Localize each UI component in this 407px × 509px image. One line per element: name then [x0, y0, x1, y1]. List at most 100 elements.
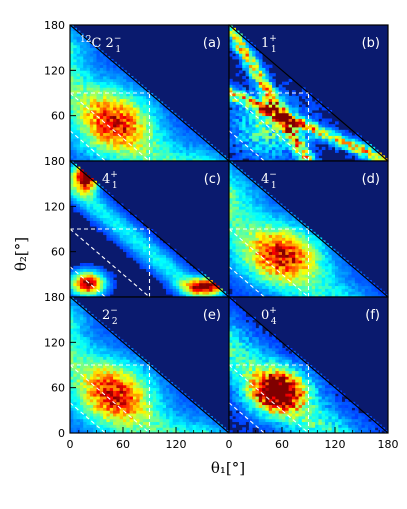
heatmap-bin [119, 348, 124, 352]
heatmap-bin [76, 64, 81, 68]
heatmap-bin [89, 370, 94, 374]
heatmap-bin [146, 95, 150, 100]
heatmap-bin [149, 234, 154, 238]
heatmap-bin [123, 98, 127, 102]
heatmap-bin [364, 288, 369, 292]
heatmap-bin [235, 172, 240, 176]
heatmap-bin [109, 282, 114, 287]
heatmap-bin [79, 42, 84, 46]
heatmap-bin [86, 50, 91, 54]
heatmap-bin [242, 197, 246, 202]
heatmap-bin [301, 104, 306, 108]
heatmap-bin [73, 353, 78, 357]
heatmap-bin [99, 294, 104, 297]
heatmap-bin [89, 189, 94, 193]
heatmap-bin [291, 265, 296, 270]
heatmap-bin [232, 251, 237, 255]
heatmap-bin [76, 121, 81, 125]
heatmap-bin [285, 282, 290, 287]
heatmap-bin [129, 427, 134, 431]
heatmap-bin [76, 336, 81, 340]
heatmap-bin [189, 129, 193, 134]
heatmap-bin [123, 427, 127, 431]
heatmap-bin [139, 254, 144, 258]
heatmap-bin [86, 214, 91, 219]
heatmap-bin [93, 345, 97, 349]
heatmap-bin [288, 243, 293, 247]
heatmap-bin [182, 271, 187, 275]
heatmap-bin [136, 98, 140, 102]
heatmap-bin [305, 121, 309, 125]
heatmap-bin [139, 263, 144, 267]
heatmap-bin [86, 129, 91, 134]
heatmap-bin [142, 98, 147, 102]
heatmap-bin [268, 197, 273, 202]
heatmap-bin [103, 271, 107, 275]
heatmap-bin [278, 84, 283, 88]
heatmap-bin [338, 138, 343, 142]
heatmap-bin [272, 93, 276, 97]
heatmap-bin [179, 121, 184, 125]
heatmap-bin [245, 257, 250, 261]
heatmap-bin [368, 294, 372, 297]
heatmap-bin [99, 277, 104, 281]
heatmap-bin [298, 115, 303, 119]
heatmap-bin [83, 158, 87, 161]
heatmap-bin [361, 144, 366, 148]
heatmap-bin [298, 112, 303, 117]
heatmap-bin [272, 158, 276, 161]
heatmap-bin [291, 234, 296, 238]
heatmap-bin [212, 158, 217, 161]
heatmap-bin [149, 254, 154, 258]
heatmap-bin [106, 282, 111, 287]
heatmap-bin [103, 226, 107, 230]
heatmap-bin [245, 47, 250, 51]
heatmap-bin [252, 118, 256, 122]
heatmap-bin [341, 291, 346, 295]
heatmap-bin [86, 331, 91, 335]
heatmap-bin [76, 404, 81, 408]
heatmap-bin [169, 155, 174, 159]
heatmap-bin [99, 229, 104, 233]
heatmap-bin [99, 59, 104, 63]
heatmap-bin [76, 155, 81, 159]
heatmap-bin [301, 260, 306, 264]
heatmap-bin [301, 251, 306, 255]
heatmap-bin [245, 141, 250, 145]
heatmap-bin [298, 231, 303, 236]
heatmap-bin [308, 110, 313, 114]
heatmap-bin [136, 382, 140, 386]
heatmap-bin [93, 155, 97, 159]
heatmap-bin [255, 212, 260, 216]
heatmap-bin [195, 291, 200, 295]
heatmap-bin [185, 138, 190, 142]
heatmap-bin [89, 144, 94, 148]
heatmap-bin [106, 141, 111, 145]
heatmap-bin [99, 396, 104, 400]
heatmap-bin [232, 30, 237, 34]
heatmap-bin [232, 260, 237, 264]
heatmap-bin [305, 146, 309, 151]
heatmap-bin [268, 234, 273, 238]
heatmap-bin [325, 294, 329, 297]
heatmap-bin [242, 280, 246, 284]
heatmap-bin [93, 401, 97, 406]
heatmap-bin [248, 67, 253, 71]
heatmap-bin [351, 152, 356, 156]
heatmap-bin [126, 240, 131, 244]
heatmap-bin [265, 87, 270, 91]
heatmap-bin [136, 121, 140, 125]
heatmap-bin [262, 294, 266, 297]
heatmap-bin [348, 288, 352, 292]
heatmap-bin [298, 107, 303, 111]
heatmap-bin [272, 127, 276, 131]
heatmap-bin [268, 98, 273, 102]
heatmap-bin [308, 132, 313, 136]
heatmap-bin [238, 220, 243, 224]
heatmap-bin [99, 331, 104, 335]
heatmap-bin [328, 118, 333, 122]
heatmap-bin [76, 78, 81, 83]
heatmap-bin [119, 132, 124, 136]
heatmap-bin [86, 84, 91, 88]
heatmap-bin [321, 243, 326, 247]
